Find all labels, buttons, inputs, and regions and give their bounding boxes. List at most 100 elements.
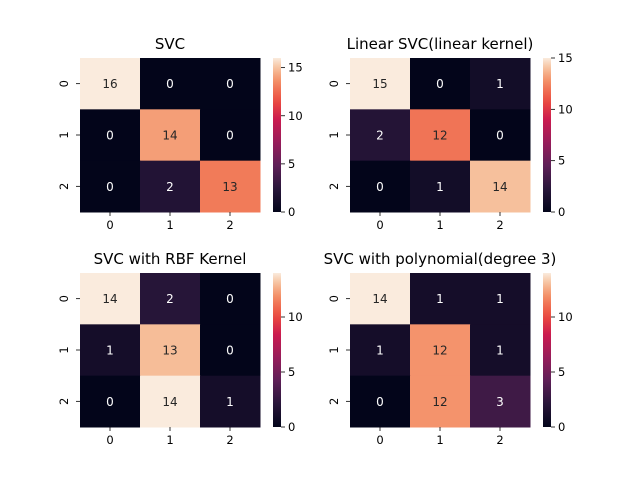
cell-label: 2 [166,292,174,306]
y-tick-label: 0 [57,295,71,302]
colorbar-tick-label: 0 [288,420,295,434]
cell-label: 0 [106,180,114,194]
x-tick-label: 1 [436,218,443,232]
colorbar-tick-label: 15 [288,61,303,75]
cell-label: 1 [496,344,504,358]
heatmap-cell [410,273,471,325]
heatmap-cell [470,375,531,428]
heatmap-cell [350,160,411,213]
cell-label: 0 [376,180,384,194]
cell-label: 0 [226,292,234,306]
cell-label: 3 [496,395,504,409]
heatmap-cell [470,273,531,325]
heatmap-cell [140,273,201,325]
cell-label: 0 [496,129,504,143]
cell-label: 14 [162,129,177,143]
cell-label: 0 [166,77,174,91]
heatmap-cell [410,58,471,110]
colorbar-tick-label: 5 [558,154,565,168]
heatmap-cell [140,58,201,110]
colorbar-tick-label: 10 [558,102,573,116]
heatmap-cell [200,109,261,162]
heatmap-cell [80,109,141,162]
colorbar-tick-label: 10 [288,310,303,324]
cell-label: 13 [162,344,177,358]
heatmap-cell [80,375,141,428]
cell-label: 12 [432,344,447,358]
heatmap-cell [410,109,471,162]
colorbar-tick-label: 5 [558,365,565,379]
heatmap-cell [470,109,531,162]
y-tick-label: 1 [327,346,341,353]
heatmap-cell [410,324,471,377]
heatmap-cell [410,375,471,428]
cell-label: 1 [496,77,504,91]
cell-label: 2 [376,129,384,143]
cell-label: 0 [106,129,114,143]
chart-title: SVC [155,35,185,53]
heatmap-cell [200,273,261,325]
colorbar-tick-label: 5 [288,365,295,379]
heatmap-cell [350,375,411,428]
heatmap-cell [140,375,201,428]
cell-label: 1 [106,344,114,358]
y-tick-label: 0 [327,80,341,87]
heatmap-cell [140,324,201,377]
x-tick-label: 0 [106,433,113,447]
x-tick-label: 2 [496,218,503,232]
heatmap-cell [140,160,201,213]
colorbar-tick-label: 0 [288,205,295,219]
heatmap-cell [80,324,141,377]
x-tick-label: 1 [166,218,173,232]
heatmap-cell [350,58,411,110]
heatmap-cell [470,160,531,213]
heatmap-cell [350,273,411,325]
heatmap-cell [470,324,531,377]
colorbar-tick-label: 10 [288,109,303,123]
colorbar-tick-label: 15 [558,51,573,65]
cell-label: 14 [372,292,387,306]
colorbar-tick-label: 0 [558,420,565,434]
cell-label: 0 [376,395,384,409]
cell-label: 13 [222,180,237,194]
heatmap-cell [80,160,141,213]
y-tick-label: 0 [327,295,341,302]
colorbar [273,273,281,427]
heatmap-cell [200,58,261,110]
cell-label: 1 [436,292,444,306]
y-tick-label: 1 [327,131,341,138]
cell-label: 1 [376,344,384,358]
y-tick-label: 2 [57,183,71,190]
colorbar [543,273,551,427]
cell-label: 1 [436,180,444,194]
cell-label: 16 [102,77,117,91]
cell-label: 2 [166,180,174,194]
heatmap-panel-1: SVC 16 0 0 0 14 0 0 2 13 0 1 2 0 1 2 0 5 10 15 [57,35,303,232]
x-tick-label: 2 [226,218,233,232]
cell-label: 1 [496,292,504,306]
heatmap-cell [350,109,411,162]
colorbar-tick-label: 10 [558,310,573,324]
x-tick-label: 1 [436,433,443,447]
cell-label: 0 [226,129,234,143]
x-tick-label: 2 [496,433,503,447]
heatmap-cell [200,324,261,377]
colorbar [543,58,551,212]
cell-label: 0 [226,77,234,91]
cell-label: 0 [106,395,114,409]
y-tick-label: 2 [327,398,341,405]
x-tick-label: 1 [166,433,173,447]
colorbar-tick-label: 0 [558,205,565,219]
chart-title: Linear SVC(linear kernel) [347,35,534,53]
cell-label: 15 [372,77,387,91]
x-tick-label: 2 [226,433,233,447]
cell-label: 14 [492,180,507,194]
heatmap-cell [200,160,261,213]
cell-label: 14 [102,292,117,306]
colorbar-tick-label: 5 [288,157,295,171]
y-tick-label: 1 [57,346,71,353]
heatmap-panel-2: Linear SVC(linear kernel)15 0 12 12 00 1 140 1 2… [327,35,573,232]
chart-title: SVC with RBF Kernel [94,250,247,268]
